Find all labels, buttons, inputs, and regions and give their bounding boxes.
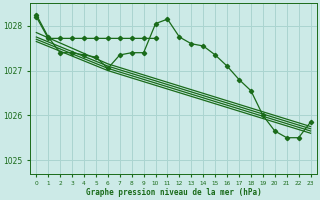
X-axis label: Graphe pression niveau de la mer (hPa): Graphe pression niveau de la mer (hPa) <box>85 188 261 197</box>
